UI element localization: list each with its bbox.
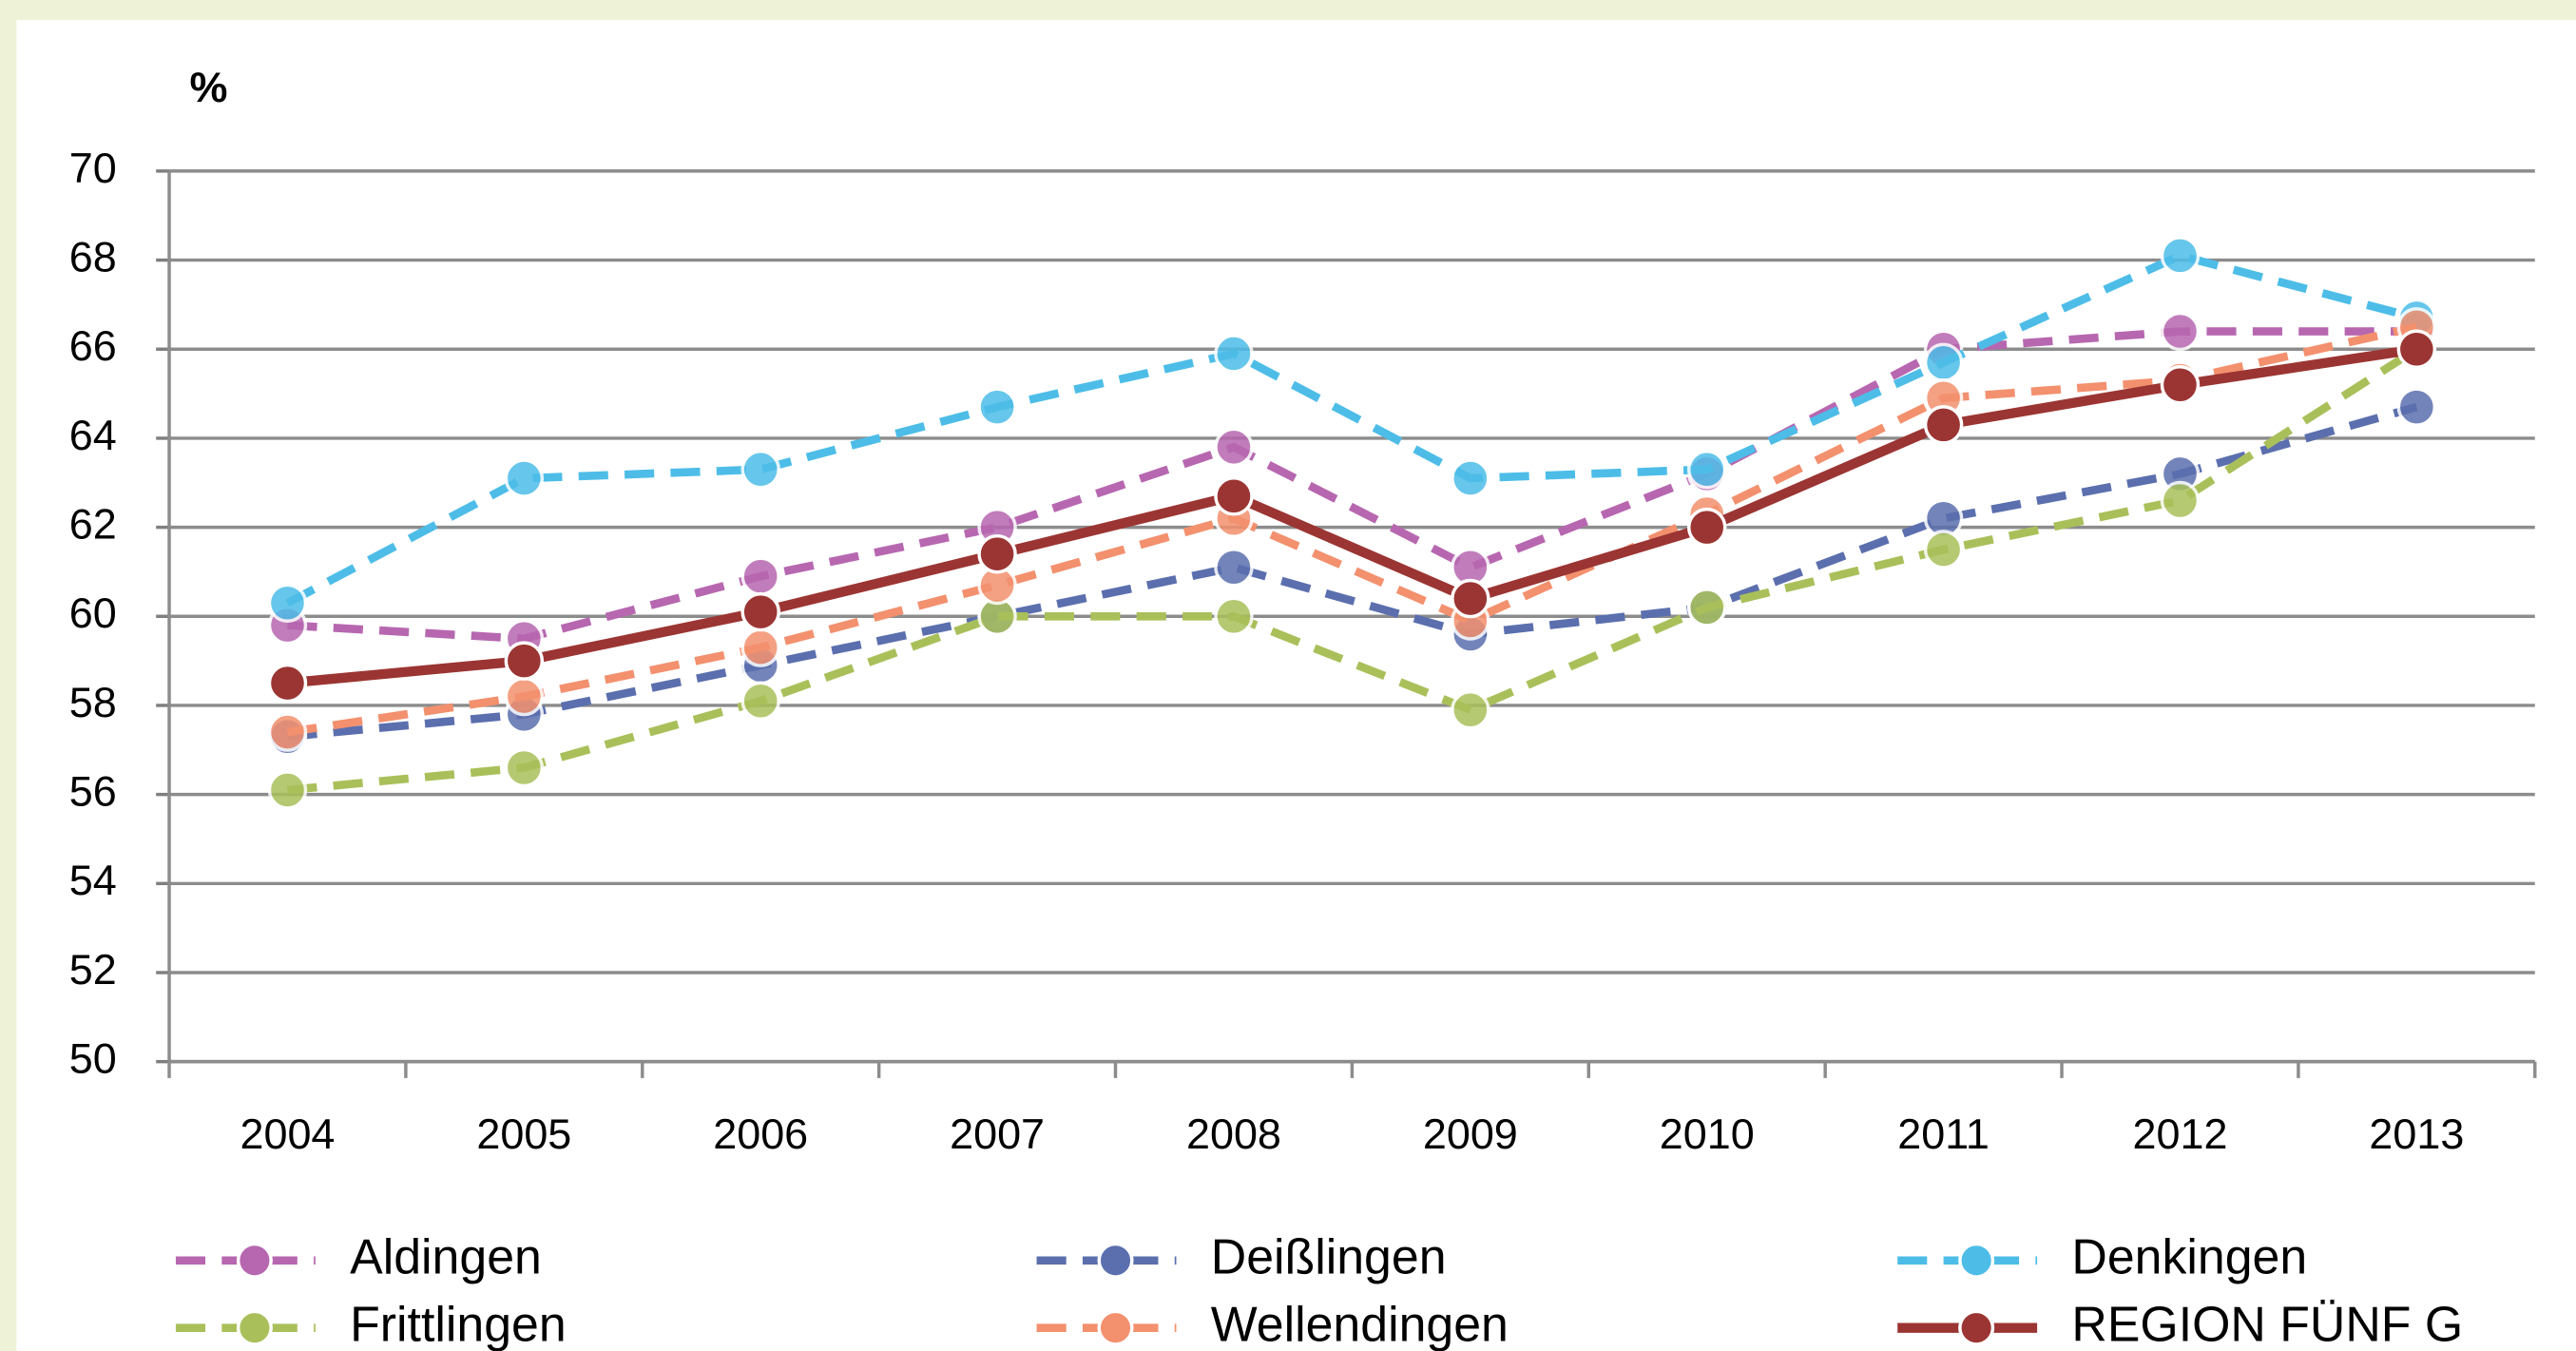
y-tick-label: 62 <box>69 499 117 548</box>
x-tick-label: 2005 <box>476 1110 571 1158</box>
data-point <box>1686 588 1727 627</box>
y-tick-label: 68 <box>69 232 117 280</box>
y-tick-label: 56 <box>69 767 117 816</box>
data-point <box>1214 548 1254 588</box>
y-tick-label: 66 <box>69 321 117 370</box>
data-point <box>740 449 780 490</box>
chart-panel <box>16 19 2576 1351</box>
data-point <box>1214 334 1254 374</box>
series-line <box>286 344 2418 688</box>
y-tick-label: 60 <box>69 589 117 637</box>
x-tick-label: 2007 <box>950 1110 1045 1158</box>
data-point <box>1214 476 1254 516</box>
legend-label: Frittlingen <box>350 1296 567 1351</box>
data-point <box>504 676 545 717</box>
series-line <box>287 327 2417 644</box>
data-point <box>2396 387 2437 427</box>
x-tick-label: 2008 <box>1186 1110 1281 1158</box>
y-tick-label: 50 <box>69 1034 117 1083</box>
data-point <box>504 641 545 681</box>
legend-label: Deißlingen <box>1211 1228 1447 1283</box>
x-tick-label: 2009 <box>1423 1110 1518 1158</box>
x-tick-label: 2011 <box>1897 1110 1990 1158</box>
x-tick-label: 2013 <box>2369 1110 2464 1158</box>
legend-marker <box>1958 1309 1995 1346</box>
legend-marker <box>236 1309 273 1346</box>
y-tick-label: 70 <box>69 144 117 192</box>
data-point <box>2160 480 2201 521</box>
data-point <box>1923 342 1964 383</box>
series-line <box>287 345 2419 795</box>
data-point <box>2160 236 2201 276</box>
data-point <box>740 556 780 596</box>
legend-marker <box>236 1242 273 1279</box>
x-tick-label: 2010 <box>1660 1110 1755 1158</box>
data-point <box>504 747 545 788</box>
x-tick-label: 2004 <box>240 1110 335 1158</box>
data-point <box>977 387 1017 427</box>
y-axis-label: % <box>190 63 228 111</box>
data-point <box>267 770 308 810</box>
x-tick-label: 2012 <box>2133 1110 2228 1158</box>
data-point <box>1686 449 1727 490</box>
x-tick-label: 2006 <box>713 1110 808 1158</box>
data-point <box>504 458 545 498</box>
legend-label: Wellendingen <box>1211 1296 1509 1351</box>
data-point <box>1451 458 1490 498</box>
y-tick-label: 52 <box>69 945 117 994</box>
y-tick-label: 64 <box>69 411 117 459</box>
data-point <box>2396 329 2437 369</box>
data-point <box>1923 405 1964 445</box>
legend-marker <box>1958 1242 1995 1279</box>
data-point <box>740 627 780 667</box>
y-tick-label: 58 <box>69 678 117 726</box>
data-point <box>2160 364 2201 405</box>
data-point <box>267 663 308 704</box>
data-point <box>2160 311 2201 352</box>
legend-marker <box>1097 1242 1134 1279</box>
data-point <box>267 712 308 752</box>
data-point <box>740 681 780 722</box>
y-tick-label: 54 <box>69 856 117 904</box>
data-point <box>1451 689 1490 730</box>
legend-marker <box>1097 1309 1134 1346</box>
data-point <box>1923 530 1964 569</box>
data-point <box>1214 427 1254 468</box>
series-line <box>287 402 2418 742</box>
data-point <box>267 583 308 623</box>
data-point <box>1214 596 1254 637</box>
data-point <box>740 591 780 632</box>
series-line <box>285 251 2418 608</box>
legend-label: Denkingen <box>2071 1228 2307 1283</box>
legend-label: REGION FÜNF G <box>2071 1296 2463 1351</box>
data-point <box>977 533 1017 574</box>
legend-label: Aldingen <box>350 1228 542 1283</box>
data-point <box>1686 507 1727 548</box>
data-point <box>1451 578 1490 619</box>
